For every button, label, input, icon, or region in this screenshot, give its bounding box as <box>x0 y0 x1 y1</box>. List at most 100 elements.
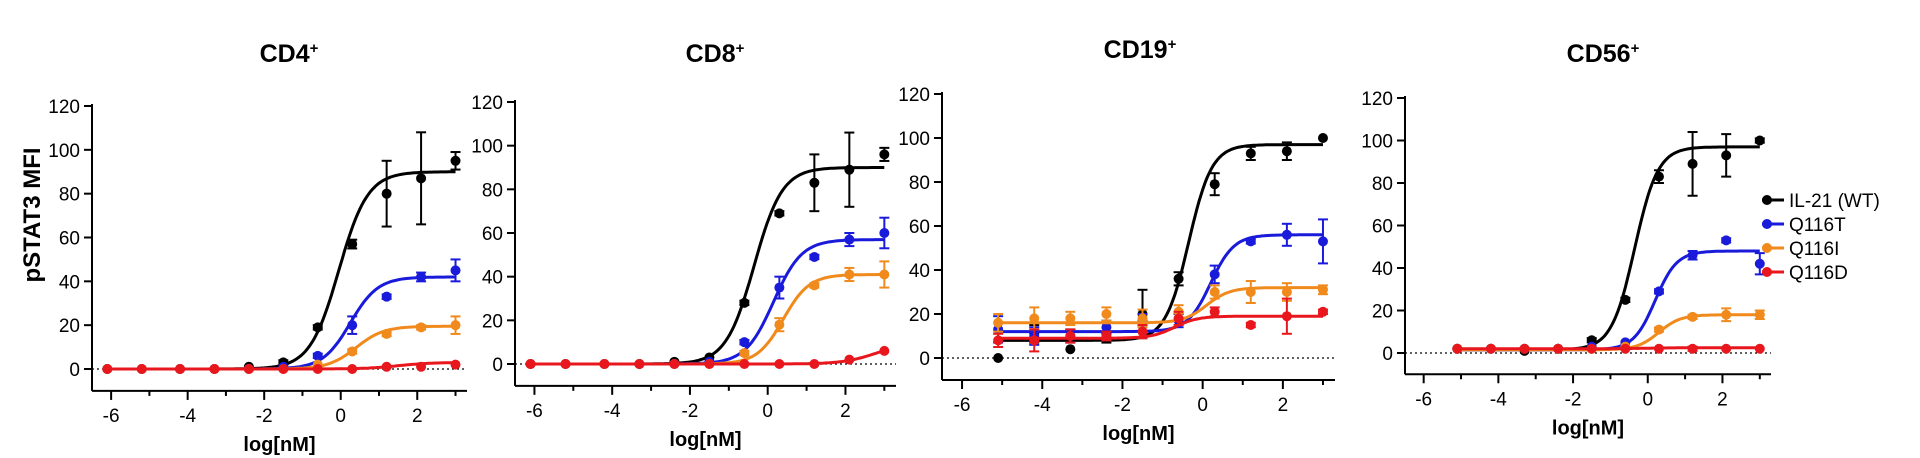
data-point <box>1065 344 1076 355</box>
fit-curve <box>998 314 1323 340</box>
x-axis-label: log[nM] <box>243 434 315 456</box>
x-tick-label: -4 <box>604 401 621 422</box>
data-point <box>1653 324 1664 335</box>
y-tick-label: 0 <box>69 360 80 381</box>
data-point <box>1137 326 1148 337</box>
data-point <box>381 361 392 372</box>
data-point <box>809 177 820 188</box>
data-point <box>1653 171 1664 182</box>
y-tick-label: 60 <box>482 224 503 245</box>
fit-curve <box>1457 249 1760 352</box>
x-tick-label: -6 <box>954 395 971 416</box>
x-tick-label: 0 <box>762 401 773 422</box>
x-tick-label: -2 <box>1114 395 1131 416</box>
data-point <box>560 359 571 369</box>
data-point <box>1281 146 1292 157</box>
x-tick-label: 2 <box>1717 389 1728 410</box>
data-point <box>381 188 392 199</box>
series-il-21-wt <box>102 131 461 374</box>
data-point <box>1209 287 1220 297</box>
legend-label: Q116D <box>1789 263 1848 284</box>
data-point <box>1101 331 1112 341</box>
data-point <box>1553 343 1564 354</box>
data-point <box>704 359 715 369</box>
data-point <box>993 353 1004 363</box>
data-point <box>879 345 890 356</box>
data-point <box>450 359 461 370</box>
data-point <box>1065 331 1076 341</box>
y-tick-label: 80 <box>59 185 80 206</box>
panel-title-text: CD4 <box>260 40 310 68</box>
legend-item-q116i: Q116I <box>1762 239 1839 260</box>
legend-label: Q116I <box>1789 239 1839 260</box>
data-point <box>525 359 536 369</box>
data-point <box>1586 343 1597 354</box>
data-point <box>1519 343 1530 354</box>
x-axis-label: log[nM] <box>1552 417 1624 439</box>
data-point <box>879 149 890 160</box>
y-tick-label: 120 <box>471 93 503 114</box>
data-point <box>450 155 461 166</box>
data-point <box>1209 306 1220 317</box>
data-point <box>416 361 427 372</box>
data-point <box>416 271 427 282</box>
y-tick-label: 100 <box>471 137 503 158</box>
data-point <box>1754 343 1765 354</box>
data-point <box>809 280 820 291</box>
x-tick-label: -2 <box>681 401 698 422</box>
data-point <box>1173 273 1184 284</box>
data-point <box>1485 343 1496 354</box>
data-point <box>739 337 750 348</box>
data-point <box>416 173 427 184</box>
series-il-21-wt <box>1452 131 1765 356</box>
data-point <box>844 269 855 280</box>
y-tick-label: 120 <box>1361 89 1393 110</box>
data-point <box>774 208 785 219</box>
y-tick-label: 60 <box>1372 217 1393 238</box>
data-point <box>1281 229 1292 240</box>
data-point <box>739 297 750 308</box>
y-tick-label: 120 <box>48 97 80 118</box>
data-point <box>1653 343 1664 354</box>
series-q116d <box>525 345 890 369</box>
y-tick-label: 40 <box>909 261 930 282</box>
data-point <box>450 320 461 331</box>
data-point <box>1653 286 1664 297</box>
data-point <box>739 359 750 369</box>
data-point <box>1245 320 1256 330</box>
data-point <box>243 364 254 374</box>
x-tick-label: 0 <box>1197 395 1208 416</box>
data-point <box>634 359 645 369</box>
data-point <box>844 164 855 175</box>
data-point <box>312 322 323 333</box>
y-tick-label: 20 <box>59 316 80 337</box>
data-point <box>1065 313 1076 324</box>
x-tick-label: 2 <box>412 406 423 427</box>
data-point <box>774 282 785 293</box>
x-tick-label: -4 <box>1034 395 1051 416</box>
series-q116d <box>993 297 1328 353</box>
data-point <box>136 364 147 374</box>
data-point <box>993 335 1004 346</box>
x-tick-label: -6 <box>526 401 543 422</box>
data-point <box>1754 135 1765 146</box>
series-q116d <box>1452 343 1765 354</box>
data-point <box>1721 309 1732 320</box>
y-tick-label: 100 <box>898 129 930 150</box>
fit-curve <box>530 273 885 366</box>
y-tick-label: 100 <box>1361 132 1393 153</box>
panel-title-text: CD19 <box>1104 36 1168 64</box>
data-point <box>1029 313 1040 324</box>
y-tick-label: 40 <box>1372 259 1393 280</box>
x-tick-label: -4 <box>179 406 196 427</box>
panel-title-text: CD8 <box>686 40 736 68</box>
data-point <box>1687 343 1698 354</box>
legend-label: IL-21 (WT) <box>1789 191 1880 212</box>
series-il-21-wt <box>993 133 1328 363</box>
data-point <box>1137 313 1148 324</box>
panel-title: CD19+ <box>1104 36 1177 64</box>
